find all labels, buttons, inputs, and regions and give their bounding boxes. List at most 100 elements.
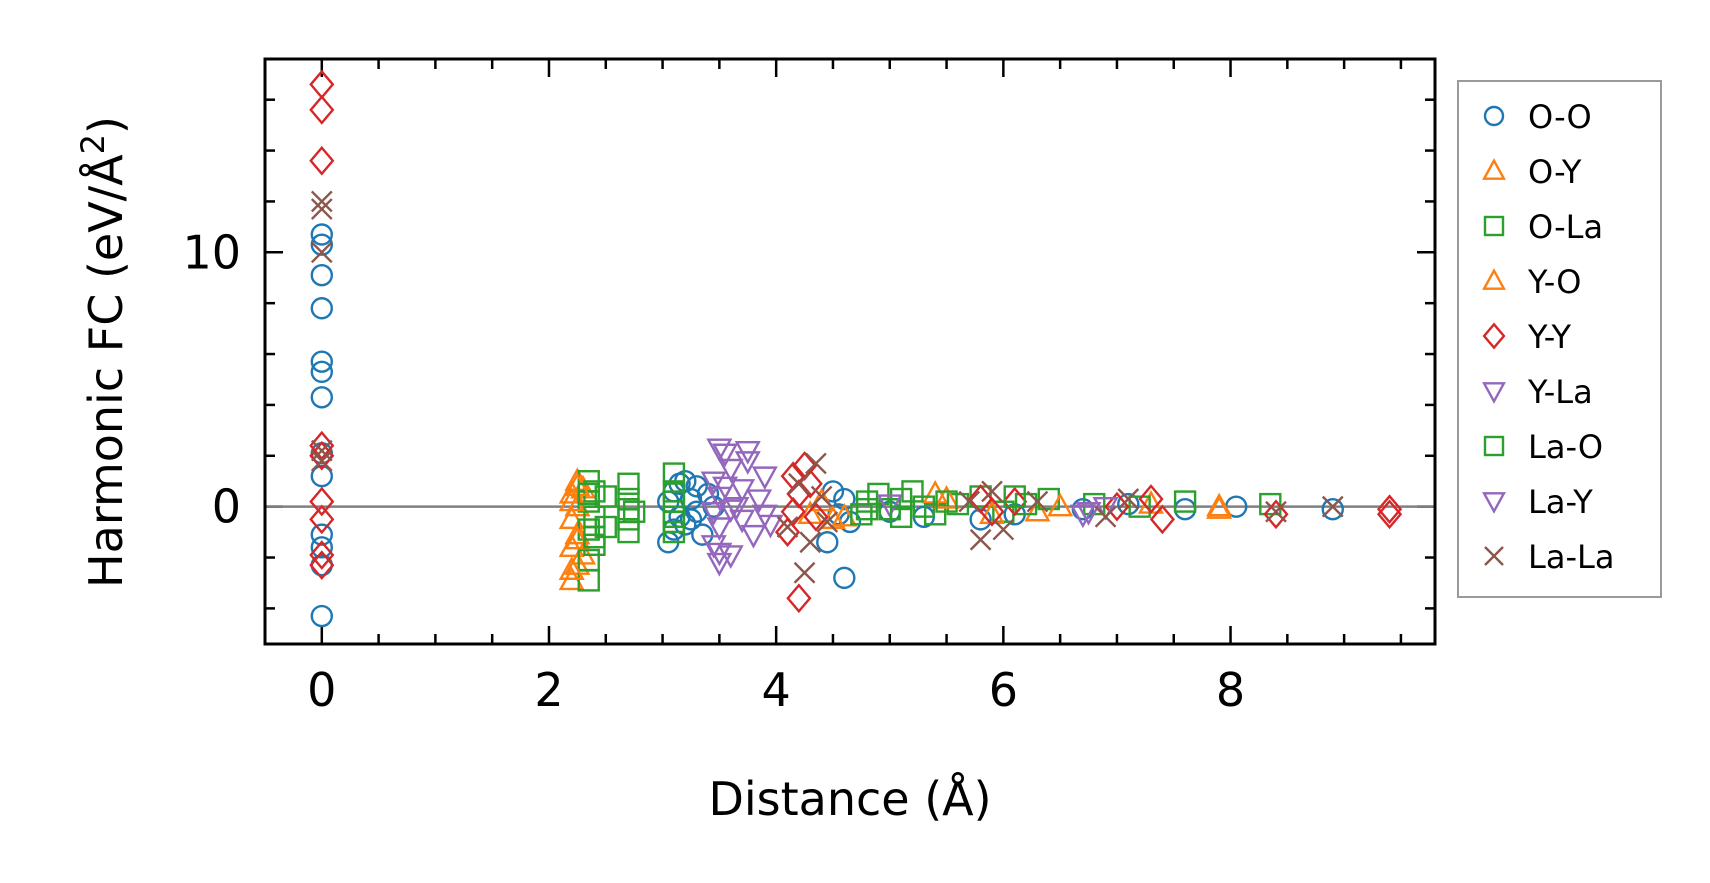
legend-marker-y-la	[1482, 382, 1506, 404]
point-la-la	[799, 531, 822, 554]
point-la-o	[583, 525, 606, 549]
point-y-y	[309, 430, 335, 461]
point-o-o	[1173, 497, 1197, 521]
point-la-la	[310, 450, 333, 472]
point-la-la	[816, 511, 839, 533]
point-la-la	[958, 490, 981, 513]
legend-marker-o-la	[1483, 215, 1505, 237]
point-o-o	[310, 386, 333, 409]
legend-label-la-y: La-Y	[1528, 483, 1593, 521]
point-y-y	[309, 504, 335, 535]
point-o-y	[558, 533, 585, 558]
point-o-o	[674, 513, 697, 536]
point-o-la	[850, 503, 873, 526]
legend-label-o-o: O-O	[1528, 98, 1592, 136]
point-y-y	[309, 95, 335, 125]
legend-label-y-la: Y-La	[1527, 373, 1593, 411]
point-o-la	[912, 495, 936, 518]
point-o-o	[310, 350, 333, 373]
point-y-y	[1376, 499, 1403, 530]
point-la-la	[310, 439, 333, 462]
point-la-o	[577, 482, 600, 506]
tick-labels: 0 2 4 6 8 0 10	[182, 225, 1245, 717]
point-y-la	[1069, 504, 1096, 529]
point-o-y	[558, 505, 585, 530]
x-tick-label: 2	[534, 663, 563, 717]
y-axis-label: Harmonic FC (eV/Å2)	[74, 116, 133, 588]
point-la-y	[751, 504, 778, 529]
point-o-y	[558, 479, 585, 504]
point-la-o	[935, 490, 958, 513]
point-o-la	[617, 472, 640, 495]
point-y-la	[729, 509, 756, 534]
point-la-la	[981, 480, 1003, 503]
point-la-la	[992, 518, 1015, 541]
point-o-o	[310, 223, 333, 246]
legend-marker-o-o	[1483, 105, 1505, 127]
point-o-y	[1024, 497, 1051, 522]
point-o-la	[867, 482, 890, 506]
point-y-la	[706, 552, 733, 577]
point-la-la	[310, 241, 333, 264]
point-y-y	[780, 496, 806, 527]
point-o-la	[923, 503, 947, 526]
point-o-o	[310, 297, 333, 320]
point-y-la	[723, 496, 750, 521]
legend-marker-o-y	[1482, 158, 1506, 180]
point-o-la	[1173, 490, 1197, 513]
point-o-o	[310, 263, 333, 287]
point-la-la	[788, 472, 810, 495]
point-la-y	[706, 542, 733, 567]
point-la-y	[712, 476, 739, 501]
point-y-y	[309, 486, 335, 517]
legend-marker-la-o	[1483, 435, 1505, 457]
point-y-o	[564, 525, 591, 550]
point-la-o	[1003, 485, 1026, 508]
point-la-la	[805, 452, 827, 475]
point-y-y	[1002, 486, 1028, 517]
point-o-o	[310, 536, 333, 559]
point-la-la	[1026, 490, 1049, 513]
point-la-la	[1265, 500, 1287, 523]
x-tick-label: 4	[762, 663, 791, 717]
point-o-la	[617, 520, 640, 544]
legend-marker-la-y	[1482, 492, 1506, 514]
point-y-la	[876, 494, 903, 519]
point-la-y	[717, 499, 744, 524]
legend-label-o-la: O-La	[1528, 208, 1603, 246]
point-o-o	[1321, 497, 1344, 521]
point-la-o	[889, 505, 913, 529]
point-o-o	[1117, 492, 1140, 516]
point-y-la	[717, 545, 744, 569]
point-la-o	[617, 497, 640, 521]
point-o-la	[855, 490, 879, 513]
point-y-y	[309, 145, 335, 176]
point-y-la	[706, 517, 733, 541]
point-la-la	[1117, 488, 1140, 510]
point-y-y	[309, 550, 335, 581]
x-tick-label: 6	[989, 663, 1018, 717]
point-o-la	[622, 500, 646, 523]
y-tick-label: 0	[212, 480, 241, 534]
legend-marker-y-o	[1482, 268, 1506, 290]
point-y-la	[706, 438, 733, 463]
point-o-y	[564, 492, 591, 517]
point-y-y	[803, 501, 829, 532]
axis-ticks	[263, 59, 1435, 644]
point-y-la	[712, 443, 739, 468]
point-o-o	[310, 233, 333, 256]
point-o-la	[662, 462, 686, 485]
point-y-y	[774, 517, 801, 547]
point-la-o	[855, 497, 879, 521]
point-o-o	[833, 566, 856, 590]
point-la-la	[1094, 505, 1117, 528]
point-o-o	[310, 523, 333, 546]
point-o-la	[662, 480, 686, 503]
point-o-o	[310, 604, 333, 628]
point-y-o	[558, 487, 585, 512]
legend-label-o-y: O-Y	[1528, 153, 1582, 191]
legend-label-la-la: La-La	[1528, 538, 1614, 576]
point-o-la	[577, 470, 600, 493]
point-y-y	[1138, 484, 1164, 514]
